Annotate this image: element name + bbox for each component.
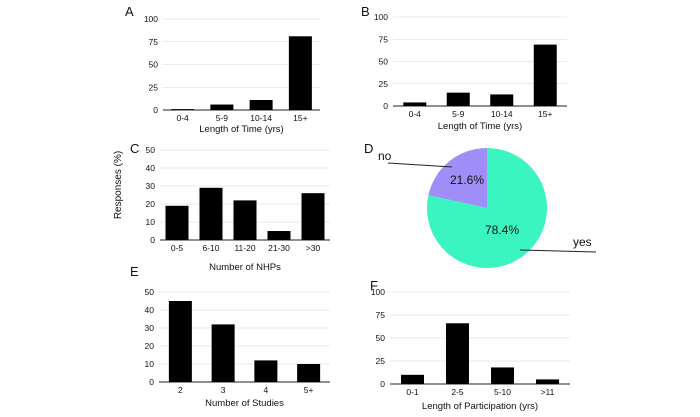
y-tick-label: 10 <box>146 217 156 227</box>
panel-letter: B <box>361 4 370 19</box>
y-tick-label: 40 <box>145 305 155 315</box>
x-tick-label: 10-14 <box>491 109 513 119</box>
bar-e-3 <box>297 364 321 382</box>
pie-value-label-yes: 78.4% <box>485 223 519 237</box>
panel-letter: E <box>130 264 139 279</box>
bar-a-1 <box>210 104 234 110</box>
y-tick-label: 20 <box>145 341 155 351</box>
x-tick-label: 2 <box>178 385 183 395</box>
y-tick-label: 40 <box>146 163 156 173</box>
leader-line-yes <box>519 249 597 253</box>
x-tick-label: 5+ <box>304 385 314 395</box>
y-tick-label: 0 <box>380 379 385 389</box>
x-tick-label: >30 <box>306 243 321 253</box>
bar-b-1 <box>446 92 470 106</box>
x-tick-label: 5-10 <box>494 387 511 397</box>
y-tick-label: 50 <box>379 57 389 67</box>
bar-c-2 <box>233 200 257 240</box>
y-tick-label: 100 <box>144 14 158 24</box>
y-tick-label: 50 <box>145 287 155 297</box>
x-tick-label: 15+ <box>293 113 307 123</box>
y-tick-label: 50 <box>149 60 159 70</box>
chart-panel-b: 0 25 50 75 100 0-4 5-9 10-14 15+ Length of Time (… <box>361 4 567 132</box>
bar-c-3 <box>267 231 291 240</box>
bar-f-2 <box>491 367 514 384</box>
x-axis-label: Length of Time (yrs) <box>438 121 522 132</box>
chart-panel-e: 0 10 20 30 40 50 2 3 4 5+ Number of Studies E <box>130 264 330 409</box>
y-tick-label: 0 <box>150 235 155 245</box>
pie-value-label-no: 21.6% <box>450 173 484 187</box>
bar-a-0 <box>171 109 195 110</box>
x-tick-label: >11 <box>541 387 555 397</box>
x-tick-label: 4 <box>264 385 269 395</box>
pie-category-label-yes: yes <box>573 235 592 249</box>
bar-b-0 <box>403 102 427 106</box>
leader-line-no <box>387 162 453 168</box>
bar-c-4 <box>301 193 325 240</box>
x-tick-label: 6-10 <box>202 243 219 253</box>
x-axis-label: Number of Studies <box>205 398 284 409</box>
pie-category-label-no: no <box>378 149 392 163</box>
x-tick-label: 11-20 <box>234 243 255 253</box>
panel-letter: C <box>130 141 139 156</box>
x-axis-label: Length of Time (yrs) <box>199 124 283 135</box>
x-tick-label: 0-5 <box>171 243 184 253</box>
shared-y-axis-label: Responses (%) <box>113 151 124 219</box>
y-tick-label: 0 <box>149 377 154 387</box>
chart-panel-c: 0 10 20 30 40 50 0-5 6-10 11-20 21-30 >30 Number of… <box>130 141 330 273</box>
panel-letter: F <box>370 278 378 293</box>
bar-b-3 <box>533 44 557 106</box>
x-tick-label: 5-9 <box>216 113 229 123</box>
y-tick-label: 50 <box>146 145 156 155</box>
y-tick-label: 10 <box>145 359 155 369</box>
x-tick-label: 10-14 <box>250 113 272 123</box>
y-tick-label: 75 <box>379 34 389 44</box>
bar-f-3 <box>536 379 559 384</box>
x-tick-label: 21-30 <box>268 243 290 253</box>
x-axis-label: Number of NHPs <box>209 262 281 273</box>
y-tick-label: 20 <box>146 199 156 209</box>
pie-slice-no <box>428 148 487 208</box>
panel-letter: A <box>125 4 134 19</box>
bar-a-3 <box>288 36 312 110</box>
x-tick-label: 2-5 <box>451 387 464 397</box>
y-tick-label: 100 <box>374 12 388 22</box>
panel-letter: D <box>364 141 373 156</box>
pie-slice-yes <box>427 148 547 268</box>
bar-e-0 <box>168 301 192 382</box>
y-tick-label: 25 <box>379 79 389 89</box>
y-tick-label: 50 <box>376 333 386 343</box>
chart-panel-d: 21.6% 78.4% no yes D <box>364 141 597 268</box>
bar-c-0 <box>165 205 189 240</box>
bar-e-1 <box>211 324 235 382</box>
y-tick-label: 30 <box>145 323 155 333</box>
bar-f-0 <box>401 374 424 384</box>
bar-c-1 <box>199 187 223 240</box>
y-tick-label: 0 <box>153 105 158 115</box>
y-tick-label: 30 <box>146 181 156 191</box>
y-tick-label: 100 <box>371 287 385 297</box>
chart-panel-a: 0 25 50 75 100 0-4 5-9 10-14 15+ Length of Time (… <box>125 4 320 135</box>
y-tick-label: 25 <box>376 356 386 366</box>
x-axis-label: Length of Participation (yrs) <box>422 401 538 412</box>
x-tick-label: 0-4 <box>409 109 422 119</box>
y-tick-label: 25 <box>149 82 159 92</box>
x-tick-label: 15+ <box>538 109 552 119</box>
bar-e-2 <box>254 360 278 382</box>
x-tick-label: 0-4 <box>176 113 189 123</box>
x-tick-label: 3 <box>221 385 226 395</box>
y-tick-label: 75 <box>149 37 159 47</box>
x-tick-label: 5-9 <box>452 109 465 119</box>
y-tick-label: 0 <box>383 101 388 111</box>
bar-f-1 <box>446 323 469 384</box>
bar-b-2 <box>490 94 514 106</box>
x-tick-label: 0-1 <box>406 387 419 397</box>
y-tick-label: 75 <box>376 310 386 320</box>
bar-a-2 <box>249 99 273 110</box>
